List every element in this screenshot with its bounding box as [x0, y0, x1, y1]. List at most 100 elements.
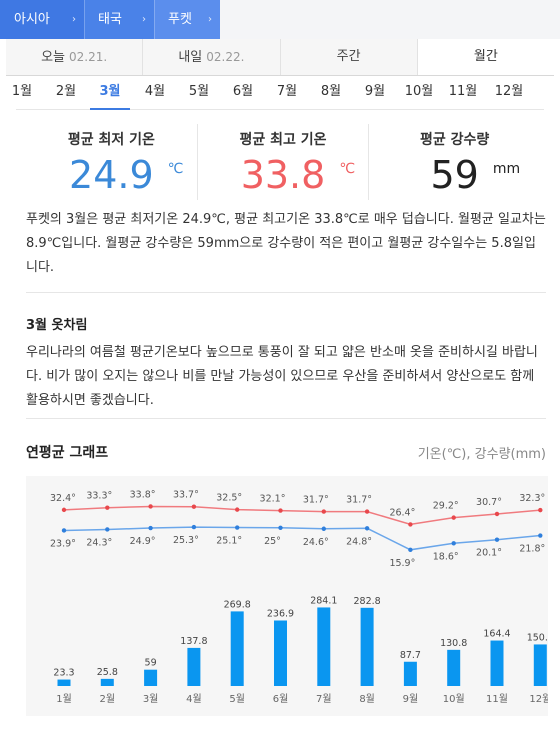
high-temp-label: 32.3° — [519, 493, 545, 504]
rain-value-label: 130.8 — [440, 638, 467, 649]
breadcrumb: 아시아 › 태국 › 푸켓 › — [0, 0, 560, 39]
rain-value-label: 269.8 — [224, 599, 251, 610]
stat-avg-rain: 평균 강수량 59 mm — [368, 124, 540, 200]
low-temp-point — [494, 537, 500, 542]
month-5[interactable]: 5월 — [188, 84, 210, 99]
breadcrumb-thailand[interactable]: 태국 › — [84, 0, 154, 39]
month-12[interactable]: 12월 — [494, 84, 524, 99]
stat-label: 평균 최고 기온 — [239, 132, 327, 148]
month-tick-label: 1월 — [56, 693, 72, 705]
low-temp-point — [408, 547, 413, 553]
tab-monthly[interactable]: 월간 — [417, 39, 554, 75]
month-8[interactable]: 8월 — [320, 84, 342, 99]
month-tick-label: 2월 — [100, 693, 116, 705]
breadcrumb-label: 푸켓 — [168, 12, 192, 27]
rain-bar — [57, 679, 71, 686]
forecast-tabs: 오늘 02.21. 내일 02.22. 주간 월간 — [6, 39, 554, 76]
rain-bar — [100, 678, 114, 686]
rain-value-label: 59 — [145, 658, 157, 669]
month-tick-label: 6월 — [273, 693, 289, 705]
tab-weekly[interactable]: 주간 — [280, 39, 418, 75]
low-temp-point — [451, 541, 456, 546]
low-temp-label: 25° — [264, 536, 281, 547]
low-temp-label: 21.8° — [519, 544, 545, 555]
month-1[interactable]: 1월 — [11, 84, 33, 99]
month-10[interactable]: 10월 — [404, 84, 434, 99]
rain-bar — [533, 644, 547, 686]
rain-bar — [274, 620, 287, 686]
stat-label: 평균 최저 기온 — [67, 132, 155, 148]
breadcrumb-asia[interactable]: 아시아 › — [0, 0, 84, 39]
breadcrumb-phuket[interactable]: 푸켓 › — [154, 0, 220, 39]
tab-tomorrow[interactable]: 내일 02.22. — [143, 39, 281, 75]
chevron-right-icon: › — [208, 14, 212, 25]
rain-value-label: 137.8 — [180, 636, 207, 647]
clothes-title: 3월 옷차림 — [26, 318, 88, 333]
low-temp-point — [105, 527, 110, 532]
month-2[interactable]: 2월 — [55, 84, 77, 99]
breadcrumb-label: 태국 — [98, 12, 122, 27]
rain-bar — [490, 640, 504, 686]
month-tick-label: 10월 — [443, 693, 465, 705]
high-temp-point — [61, 507, 67, 513]
tab-label: 내일 — [178, 50, 203, 65]
low-temp-point — [321, 526, 326, 531]
rain-bar — [230, 611, 244, 686]
month-tick-label: 7월 — [316, 693, 332, 705]
high-temp-label: 32.4° — [50, 493, 76, 504]
graph-unit-label: 기온(℃), 강수량(mm) — [417, 447, 546, 462]
month-tick-label: 8월 — [359, 693, 375, 705]
low-temp-point — [191, 524, 197, 530]
tab-label: 오늘 — [41, 50, 65, 65]
high-temp-label: 31.7° — [303, 495, 329, 506]
low-temp-label: 15.9° — [389, 558, 415, 569]
month-11[interactable]: 11월 — [448, 84, 478, 99]
month-tick-label: 4월 — [186, 693, 202, 705]
rain-value-label: 236.9 — [267, 608, 294, 619]
high-temp-point — [278, 508, 283, 513]
rain-value-label: 23.3 — [53, 668, 74, 679]
rain-bar — [360, 607, 374, 686]
low-temp-label: 25.3° — [173, 535, 199, 546]
stat-unit: mm — [492, 161, 521, 177]
month-6[interactable]: 6월 — [232, 84, 254, 99]
chevron-right-icon: › — [72, 14, 76, 25]
rain-value-label: 87.7 — [400, 650, 421, 661]
rain-bar — [317, 607, 331, 686]
rain-bar — [187, 647, 201, 686]
low-temp-label: 25.1° — [216, 536, 242, 547]
month-4[interactable]: 4월 — [144, 84, 166, 99]
high-temp-point — [321, 509, 326, 514]
month-9[interactable]: 9월 — [364, 84, 386, 99]
high-temp-label: 33.7° — [173, 490, 199, 501]
high-temp-label: 30.7° — [476, 497, 502, 508]
high-temp-point — [538, 507, 543, 513]
tab-date: 02.22. — [206, 50, 245, 64]
stat-avg-low: 평균 최저 기온 24.9 ℃ — [26, 124, 197, 200]
high-temp-label: 33.3° — [86, 491, 112, 502]
month-3[interactable]: 3월 — [90, 76, 130, 110]
low-temp-point — [364, 526, 370, 531]
month-7[interactable]: 7월 — [276, 84, 298, 99]
rain-value-label: 284.1 — [310, 595, 337, 606]
stat-value: 59 mm — [431, 153, 521, 197]
tab-today[interactable]: 오늘 02.21. — [6, 39, 144, 75]
divider — [26, 418, 546, 419]
high-temp-point — [364, 509, 370, 514]
low-temp-label: 23.9° — [50, 538, 76, 549]
divider — [26, 292, 546, 293]
low-temp-label: 20.1° — [476, 548, 502, 559]
low-temp-line — [63, 526, 541, 551]
month-tick-label: 3월 — [143, 693, 159, 705]
stat-value: 33.8 ℃ — [241, 153, 355, 197]
rain-value-label: 164.4 — [483, 629, 510, 640]
high-temp-label: 33.8° — [130, 489, 156, 500]
stat-label: 평균 강수량 — [420, 132, 490, 148]
stat-avg-high: 평균 최고 기온 33.8 ℃ — [196, 124, 369, 200]
low-temp-point — [278, 525, 283, 530]
high-temp-point — [408, 522, 413, 527]
low-temp-point — [538, 533, 543, 538]
high-temp-point — [191, 504, 197, 509]
tab-date: 02.21. — [69, 50, 108, 64]
stat-unit: ℃ — [167, 161, 184, 177]
